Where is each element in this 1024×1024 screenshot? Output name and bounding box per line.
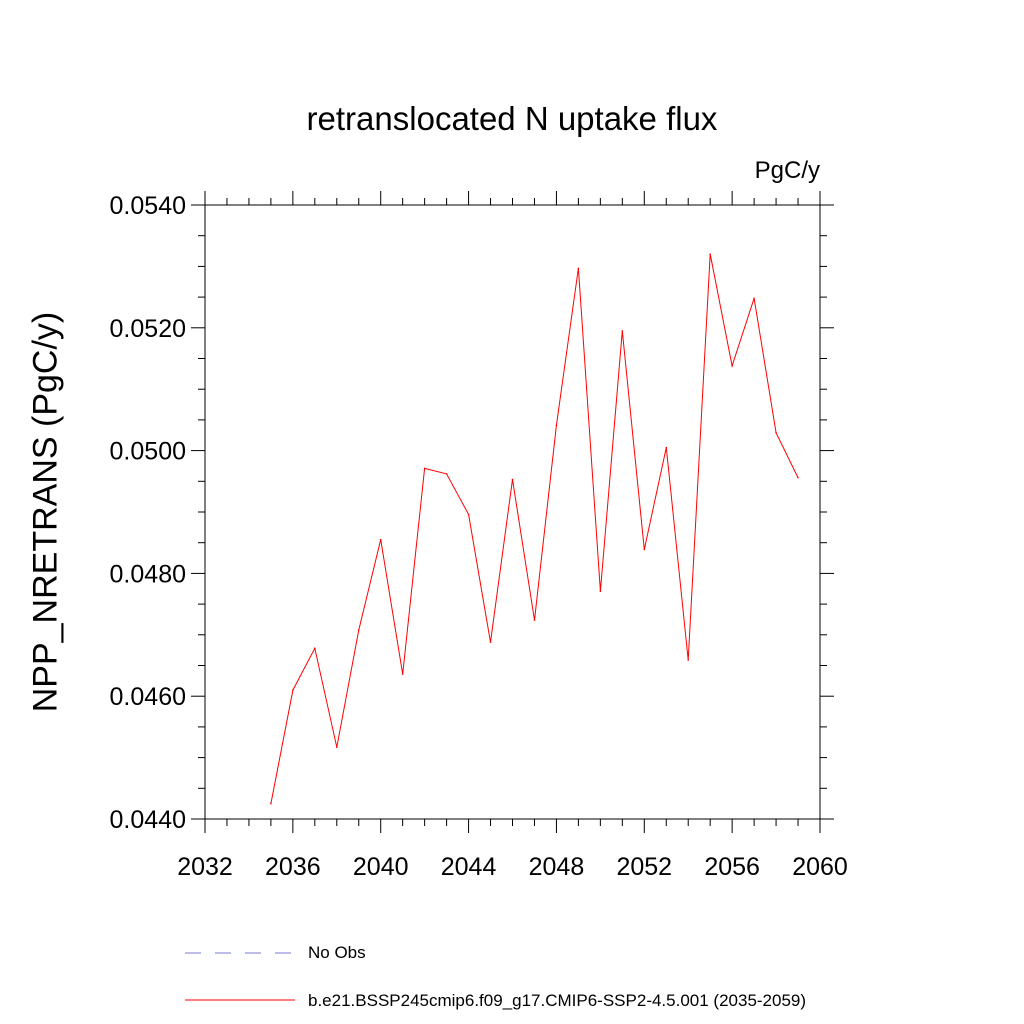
y-tick-label: 0.0540 [110,192,186,220]
data-point [511,478,514,481]
y-tick-label: 0.0460 [110,683,186,711]
x-tick-label: 2060 [792,853,848,881]
x-tick-label: 2040 [353,853,409,881]
plot-frame [204,204,821,820]
data-point [423,467,426,470]
x-tick-label: 2036 [265,853,321,881]
plot-axes [204,204,821,820]
data-point [533,619,536,621]
data-point [489,641,492,643]
data-point [445,473,448,475]
data-point [797,476,799,479]
data-point [292,689,294,691]
data-point [687,659,690,661]
data-point [753,297,755,300]
y-tick-label: 0.0500 [110,438,186,466]
legend [185,952,295,1001]
series-line [270,254,799,804]
data-point [665,446,668,449]
y-axis-label: NPP_NRETRANS (PgC/y) [26,311,65,713]
x-tick-label: 2056 [704,853,760,881]
data-point [731,365,733,367]
data-point [401,673,404,675]
data-point [709,253,711,255]
y-tick-label: 0.0480 [110,560,186,588]
data-point [467,513,470,516]
data-point [379,538,382,541]
data-point [775,431,777,434]
x-tick-label: 2044 [441,853,497,881]
units-label: PgC/y [754,157,820,184]
series-lines [270,253,799,805]
chart-title: retranslocated N uptake flux [306,100,718,137]
data-point [314,647,316,650]
data-point [357,629,360,631]
data-point [555,424,558,427]
x-tick-label: 2052 [616,853,672,881]
data-point [577,267,580,270]
x-tick-label: 2032 [177,853,233,881]
y-tick-label: 0.0520 [110,315,186,343]
data-point [335,746,338,748]
legend-label-no-obs: No Obs [308,943,366,962]
data-point [270,802,272,805]
data-point [599,590,602,593]
x-tick-label: 2048 [529,853,585,881]
y-tick-label: 0.0440 [110,806,186,834]
axis-ticks: 0.0440 0.0460 0.0480 0.0500 0.0520 0.0540 2032… [110,191,848,881]
data-point [621,330,624,332]
legend-label-model-run: b.e21.BSSP245cmip6.f09_g17.CMIP6-SSP2-4.… [308,991,807,1010]
data-point [643,548,646,551]
